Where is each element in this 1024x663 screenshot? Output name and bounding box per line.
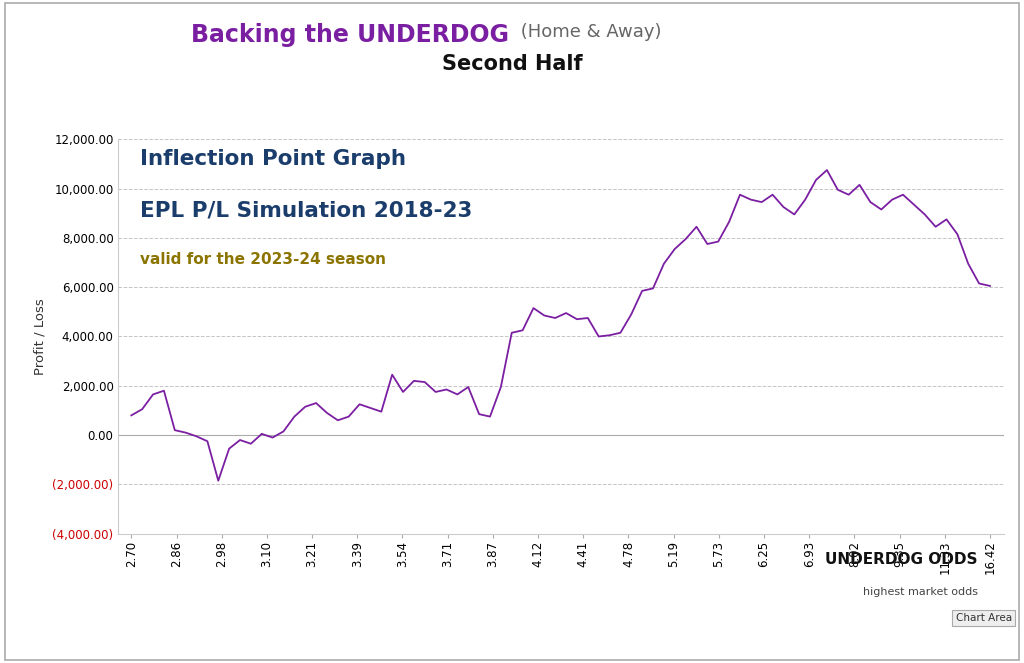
Text: valid for the 2023-24 season: valid for the 2023-24 season xyxy=(140,252,386,267)
Text: highest market odds: highest market odds xyxy=(863,587,978,597)
Text: Chart Area: Chart Area xyxy=(955,613,1012,623)
Text: Second Half: Second Half xyxy=(441,54,583,74)
Y-axis label: Profit / Loss: Profit / Loss xyxy=(34,298,47,375)
Text: Backing the UNDERDOG: Backing the UNDERDOG xyxy=(190,23,509,47)
Text: Inflection Point Graph: Inflection Point Graph xyxy=(140,149,406,169)
Text: (Home & Away): (Home & Away) xyxy=(515,23,662,41)
Text: UNDERDOG ODDS: UNDERDOG ODDS xyxy=(825,552,978,567)
Text: EPL P/L Simulation 2018-23: EPL P/L Simulation 2018-23 xyxy=(140,200,472,220)
